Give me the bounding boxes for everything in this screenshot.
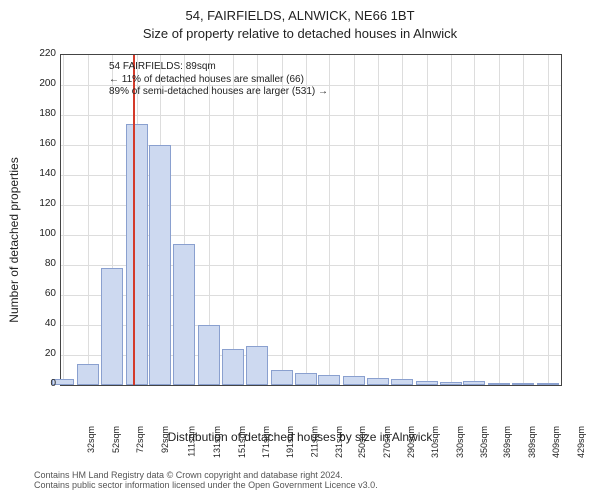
histogram-bar [537,383,559,385]
histogram-bar [173,244,195,385]
x-tick-label: 111sqm [186,426,196,457]
chart-title-sub: Size of property relative to detached ho… [0,26,600,41]
x-tick-label: 310sqm [430,426,440,458]
x-tick-label: 350sqm [479,426,489,458]
gridline-v [474,55,475,385]
annotation-line2: ← 11% of detached houses are smaller (66… [109,74,328,87]
x-tick-label: 389sqm [527,426,537,458]
histogram-bar [367,378,389,386]
x-tick-label: 409sqm [551,426,561,458]
y-tick-label: 0 [28,378,56,389]
histogram-bar [77,364,99,385]
annotation-box: 54 FAIRFIELDS: 89sqm← 11% of detached ho… [109,61,328,99]
x-tick-label: 52sqm [111,426,121,453]
x-tick-label: 72sqm [135,426,145,453]
y-tick-label: 160 [28,138,56,149]
histogram-bar [391,379,413,385]
y-tick-label: 200 [28,78,56,89]
x-tick-label: 231sqm [334,426,344,458]
y-tick-label: 220 [28,48,56,59]
histogram-bar [416,381,438,386]
histogram-bar [222,349,244,385]
y-tick-label: 80 [28,258,56,269]
gridline-v [329,55,330,385]
x-tick-label: 191sqm [285,426,295,458]
histogram-bar [246,346,268,385]
y-axis-label: Number of detached properties [7,157,21,322]
gridline-v [499,55,500,385]
histogram-bar [440,382,462,385]
chart-title-address: 54, FAIRFIELDS, ALNWICK, NE66 1BT [0,8,600,23]
y-tick-label: 60 [28,288,56,299]
y-tick-label: 120 [28,198,56,209]
histogram-bar [149,145,171,385]
annotation-line3: 89% of semi-detached houses are larger (… [109,86,328,99]
gridline-v [354,55,355,385]
gridline-v [427,55,428,385]
gridline-v [257,55,258,385]
gridline-v [523,55,524,385]
gridline-v [378,55,379,385]
x-tick-label: 131sqm [212,426,222,458]
y-tick-label: 100 [28,228,56,239]
credits-line2: Contains public sector information licen… [34,480,378,490]
gridline-v [306,55,307,385]
x-tick-label: 171sqm [261,426,271,458]
y-tick-label: 180 [28,108,56,119]
x-tick-label: 270sqm [382,426,392,458]
histogram-bar [295,373,317,385]
x-tick-label: 290sqm [406,426,416,458]
histogram-bar [512,383,534,385]
y-tick-label: 20 [28,348,56,359]
histogram-bar [343,376,365,385]
gridline-v [282,55,283,385]
chart-container: { "meta": { "address_line": "54, FAIRFIE… [0,0,600,500]
histogram-bar [488,383,510,385]
gridline-v [548,55,549,385]
x-tick-label: 211sqm [309,426,319,457]
gridline-v [63,55,64,385]
histogram-bar [318,375,340,386]
y-tick-label: 40 [28,318,56,329]
gridline-v [233,55,234,385]
plot-area: 54 FAIRFIELDS: 89sqm← 11% of detached ho… [60,54,562,386]
histogram-bar [463,381,485,386]
x-tick-label: 330sqm [455,426,465,458]
x-tick-label: 92sqm [160,426,170,453]
credits: Contains HM Land Registry data © Crown c… [34,470,378,490]
histogram-bar [126,124,148,385]
histogram-bar [101,268,123,385]
annotation-line1: 54 FAIRFIELDS: 89sqm [109,61,328,74]
x-tick-label: 32sqm [86,426,96,453]
x-tick-label: 429sqm [576,426,586,458]
gridline-v [451,55,452,385]
histogram-bar [271,370,293,385]
gridline-v [88,55,89,385]
credits-line1: Contains HM Land Registry data © Crown c… [34,470,378,480]
x-tick-label: 151sqm [237,426,247,458]
x-tick-label: 250sqm [357,426,367,458]
marker-line [133,55,135,385]
gridline-v [402,55,403,385]
histogram-bar [198,325,220,385]
x-tick-label: 369sqm [502,426,512,458]
y-tick-label: 140 [28,168,56,179]
